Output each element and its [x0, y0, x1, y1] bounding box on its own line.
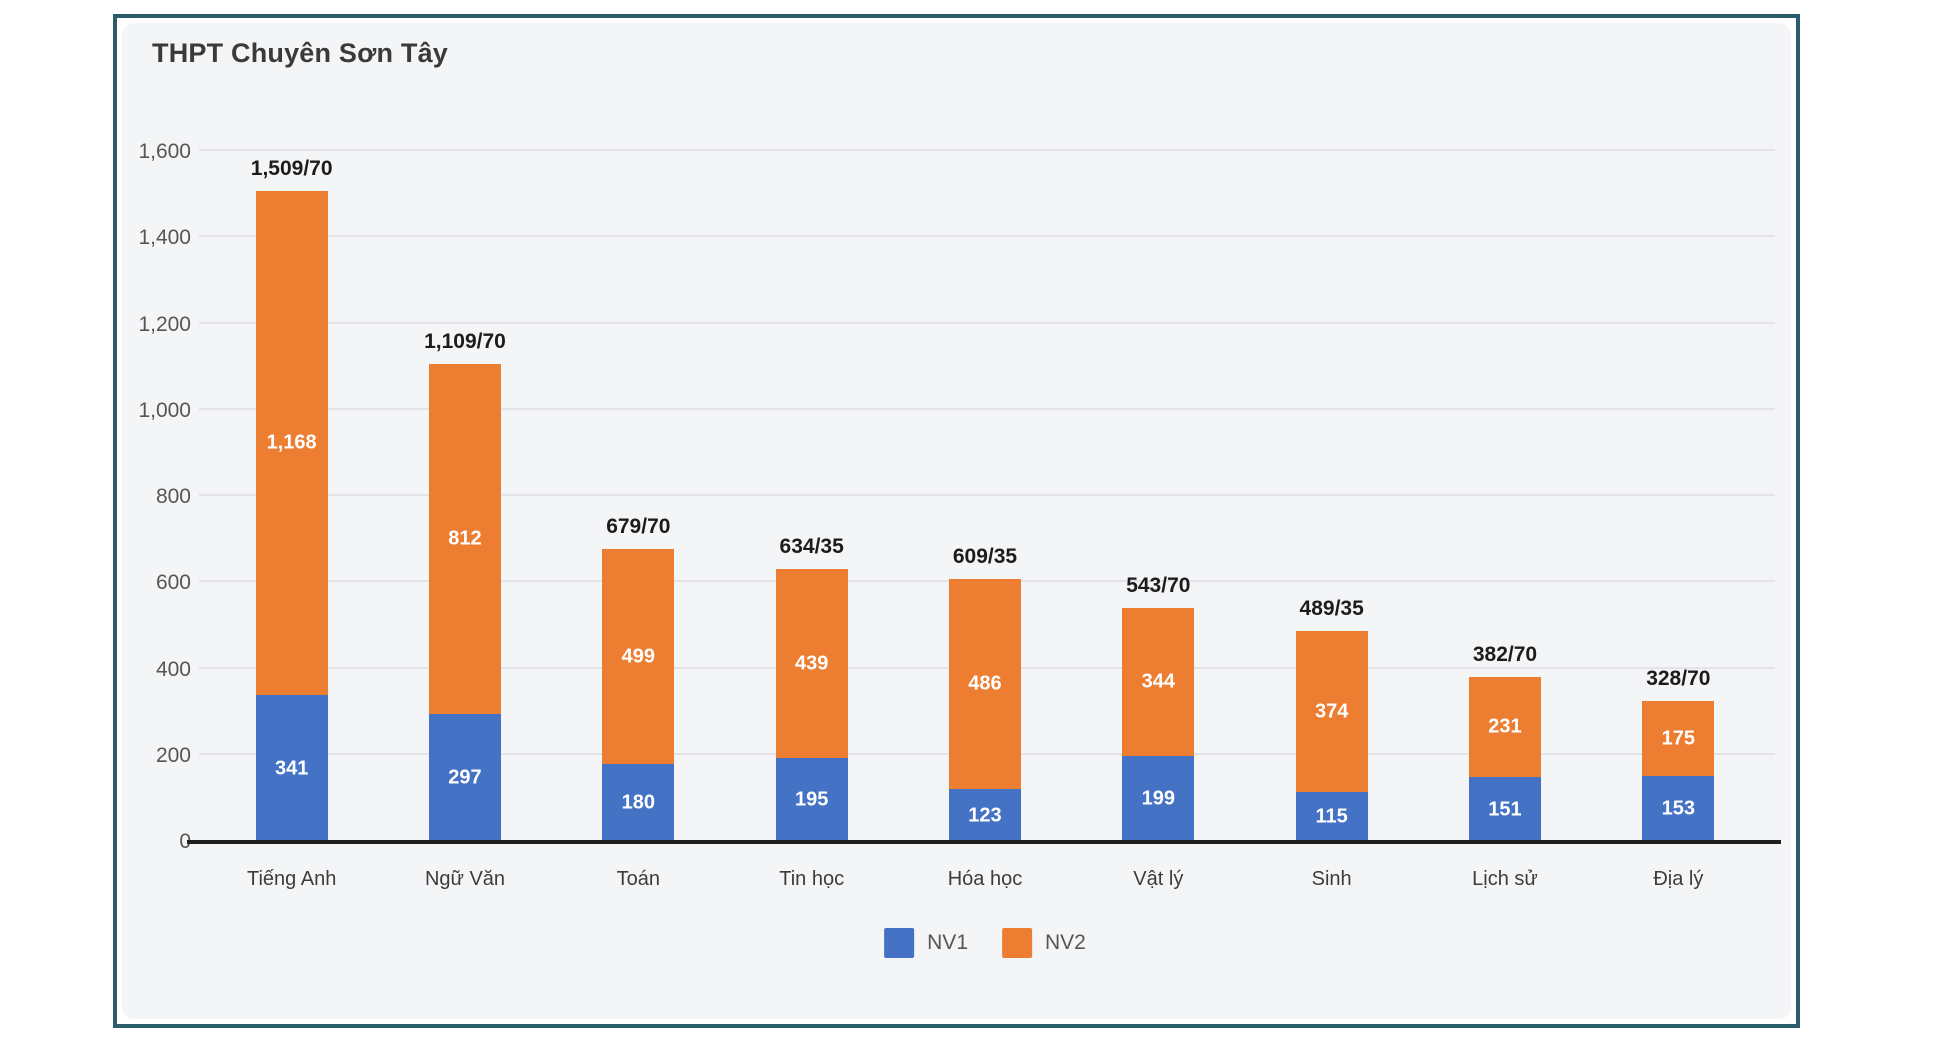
x-axis-category-label: Vật lý: [1133, 868, 1184, 890]
x-axis-category-label: Tin học: [779, 868, 845, 890]
y-axis-tick-label: 1,000: [138, 398, 191, 422]
y-axis-tick-label: 0: [179, 830, 191, 853]
chart-legend: NV1 NV2: [884, 928, 1086, 958]
bar-segment-nv1: 153: [1642, 776, 1715, 842]
bar-segment-value: 231: [1488, 715, 1522, 738]
bar-column-6: 199 344 543/70 Vật lý: [1072, 152, 1245, 890]
bar-total-label: 382/70: [1472, 643, 1538, 666]
bar-segment-nv2: 486: [948, 579, 1021, 789]
bar-segment-value: 297: [448, 766, 482, 789]
bar-total-label: 543/70: [1126, 574, 1191, 597]
gridline-1400: [199, 235, 1775, 238]
bar-segment-value: 175: [1661, 727, 1695, 749]
bar-stack: 341 1,168: [255, 191, 328, 842]
bar-total-label: 609/35: [952, 545, 1018, 568]
bar-segment-value: 341: [274, 757, 309, 779]
chart-title: THPT Chuyên Sơn Tây: [152, 38, 449, 68]
bar-total-label: 489/35: [1299, 597, 1364, 620]
bar-segment-value: 199: [1141, 787, 1175, 810]
bar-segment-nv2: 812: [428, 364, 501, 714]
bar-segment-nv1: 297: [428, 714, 501, 842]
bar-segment-value: 151: [1488, 798, 1522, 820]
bar-segment-value: 499: [621, 645, 655, 667]
bar-segment-nv1: 115: [1295, 792, 1368, 842]
x-axis-category-label: Lịch sử: [1472, 868, 1538, 890]
bar-stack: 195 439: [775, 569, 848, 842]
gridline-800: [199, 494, 1775, 496]
bar-segment-value: 1,168: [266, 431, 317, 454]
bar-segment-nv1: 180: [602, 764, 675, 842]
bar-segment-nv2: 374: [1295, 631, 1368, 792]
bar-segment-nv1: 199: [1122, 756, 1195, 842]
bar-column-4: 195 439 634/35 Tin học: [725, 152, 898, 890]
bar-stack: 199 344: [1122, 608, 1195, 842]
bar-segment-nv1: 195: [775, 758, 848, 842]
x-axis-category-label: Toán: [616, 868, 660, 890]
chart-card-frame: THPT Chuyên Sơn Tây NV1 NV2 0 200 400 600 800…: [113, 14, 1800, 1028]
x-axis-line: [187, 840, 1781, 844]
bar-segment-value: 123: [968, 804, 1002, 826]
bar-stack: 115 374: [1295, 631, 1368, 842]
bar-column-5: 123 486 609/35 Hóa học: [898, 152, 1071, 890]
legend-item-nv1: NV1: [884, 928, 968, 958]
y-axis-tick-label: 800: [155, 485, 191, 508]
x-axis-category-label: Hóa học: [947, 868, 1023, 890]
bar-segment-value: 115: [1315, 805, 1348, 828]
bar-total-label: 328/70: [1646, 667, 1711, 690]
bar-segment-value: 195: [794, 788, 829, 811]
x-axis-category-label: Ngữ Văn: [424, 868, 506, 890]
y-axis-tick-label: 600: [155, 571, 191, 595]
bar-segment-value: 374: [1314, 700, 1349, 722]
legend-label-nv2: NV2: [1045, 931, 1086, 954]
bar-total-label: 679/70: [606, 515, 671, 538]
bar-segment-value: 344: [1141, 670, 1175, 693]
bar-stack: 153 175: [1642, 701, 1715, 842]
chart-card: THPT Chuyên Sơn Tây NV1 NV2 0 200 400 600 800…: [122, 23, 1791, 1019]
bar-stack: 180 499: [602, 549, 675, 842]
bar-segment-value: 486: [968, 672, 1002, 695]
plot-area: NV1 NV2 0 200 400 600 800 1,000 1,200 1,400 1,600…: [138, 140, 1781, 958]
legend-swatch-nv2: [1002, 928, 1032, 958]
legend-swatch-nv1: [884, 928, 915, 958]
bar-column-1: 341 1,168 1,509/70 Tiếng Anh: [205, 152, 378, 890]
bar-segment-nv1: 341: [255, 695, 328, 842]
bar-segment-value: 439: [794, 652, 829, 674]
bar-segment-nv2: 499: [602, 549, 675, 764]
y-axis-tick-label: 1,200: [138, 312, 191, 336]
bar-segment-nv1: 151: [1468, 777, 1541, 842]
gridline-1600: [199, 149, 1775, 151]
bar-segment-nv2: 231: [1468, 677, 1541, 777]
y-axis-tick-label: 200: [155, 743, 191, 767]
x-axis-category-label: Tiếng Anh: [247, 868, 337, 890]
gridline-1200: [199, 321, 1775, 324]
y-axis-tick-label: 400: [155, 657, 191, 681]
bar-stack: 297 812: [428, 364, 501, 842]
bar-segment-value: 812: [448, 527, 482, 550]
legend-item-nv2: NV2: [1002, 928, 1086, 958]
bar-total-label: 634/35: [779, 535, 844, 558]
bar-segment-value: 180: [621, 791, 655, 814]
bar-column-3: 180 499 679/70 Toán: [552, 152, 725, 890]
bar-column-7: 115 374 489/35 Sinh: [1245, 152, 1418, 890]
bar-segment-nv2: 439: [775, 569, 848, 758]
bar-segment-nv2: 175: [1642, 701, 1715, 776]
gridline-1000: [199, 407, 1775, 410]
bar-segment-value: 153: [1661, 797, 1695, 820]
bar-column-9: 153 175 328/70 Địa lý: [1592, 152, 1765, 890]
bar-stack: 151 231: [1468, 677, 1541, 842]
y-axis-tick-label: 1,600: [138, 140, 191, 163]
bar-total-label: 1,509/70: [250, 157, 333, 180]
bar-column-2: 297 812 1,109/70 Ngữ Văn: [378, 152, 551, 890]
bar-segment-nv1: 123: [948, 789, 1021, 842]
bar-total-label: 1,109/70: [424, 330, 506, 353]
bar-segment-nv2: 344: [1122, 608, 1195, 756]
bar-stack: 123 486: [948, 579, 1021, 842]
x-axis-category-label: Sinh: [1311, 868, 1352, 890]
legend-label-nv1: NV1: [927, 931, 968, 954]
bar-segment-nv2: 1,168: [255, 191, 328, 695]
bar-column-8: 151 231 382/70 Lịch sử: [1418, 152, 1591, 890]
y-axis-tick-label: 1,400: [138, 226, 191, 250]
x-axis-category-label: Địa lý: [1653, 868, 1704, 890]
